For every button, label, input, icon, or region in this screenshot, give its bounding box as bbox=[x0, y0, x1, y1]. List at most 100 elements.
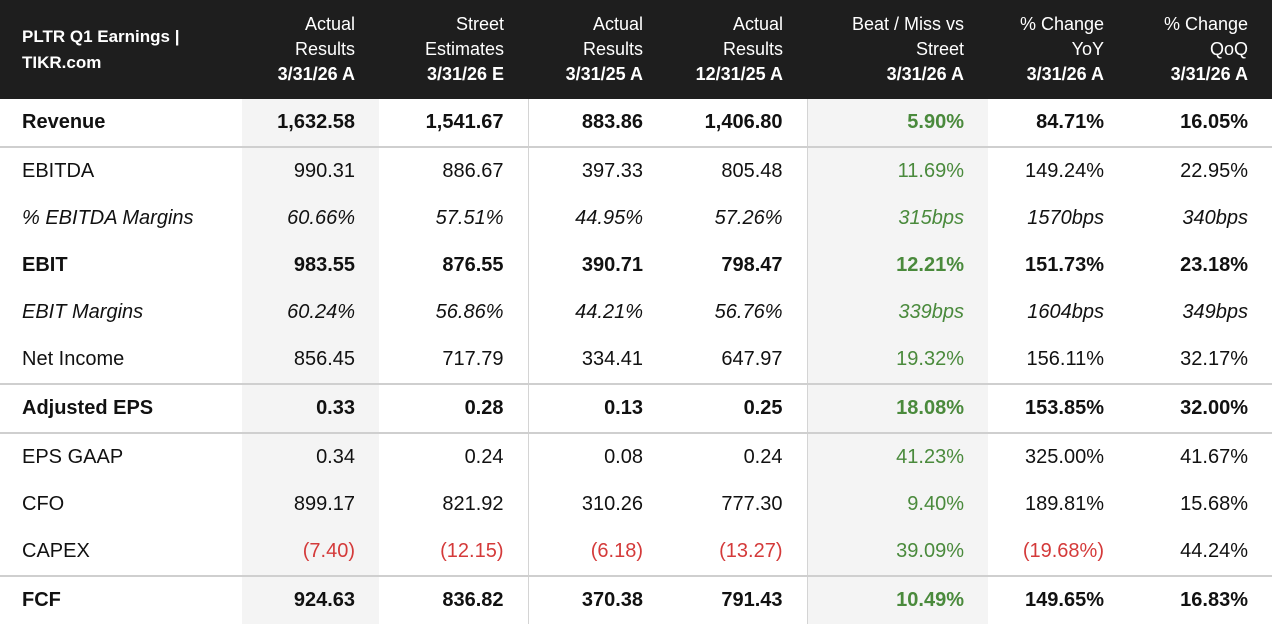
row-label: FCF bbox=[0, 575, 242, 624]
table-cell: 44.95% bbox=[575, 207, 643, 229]
table-title: PLTR Q1 Earnings | TIKR.com bbox=[0, 0, 242, 99]
col-header-line1: Street bbox=[455, 14, 504, 34]
col-header-line1: % Change bbox=[1019, 14, 1104, 34]
table-cell: (13.27) bbox=[667, 528, 808, 576]
table-cell: 1,632.58 bbox=[242, 99, 379, 147]
table-cell: (6.18) bbox=[590, 540, 643, 562]
table-cell: 397.33 bbox=[528, 146, 667, 195]
table-cell: 1,541.67 bbox=[379, 99, 529, 147]
col-header-beat-miss: Beat / Miss vs Street 3/31/26 A bbox=[807, 0, 988, 99]
table-row: EBIT 983.55 876.55 390.71 798.47 12.21% 151.73… bbox=[0, 242, 1272, 289]
table-cell: 0.25 bbox=[667, 383, 808, 433]
row-label: CAPEX bbox=[22, 540, 90, 562]
table-cell: 349bps bbox=[1182, 301, 1248, 323]
table-cell: 370.38 bbox=[528, 575, 667, 624]
table-cell: 12.21% bbox=[807, 242, 988, 289]
table-cell: 10.49% bbox=[807, 575, 988, 624]
col-header-date: 3/31/26 A bbox=[277, 64, 355, 84]
row-label: CFO bbox=[22, 493, 65, 515]
table-cell: 315bps bbox=[807, 195, 988, 242]
table-cell: 856.45 bbox=[242, 336, 379, 384]
table-cell: (7.40) bbox=[242, 528, 379, 576]
col-header-line1: Actual bbox=[732, 14, 783, 34]
row-label: EBIT Margins bbox=[22, 301, 144, 323]
table-cell: 32.00% bbox=[1128, 383, 1272, 433]
table-cell: 924.63 bbox=[242, 575, 379, 624]
table-cell: 84.71% bbox=[1036, 111, 1104, 133]
table-cell: 39.09% bbox=[807, 528, 988, 576]
table-cell: 23.18% bbox=[1180, 254, 1248, 276]
table-row: CAPEX (7.40) (12.15) (6.18) (13.27) 39.09% (19… bbox=[0, 528, 1272, 576]
col-header-line2: Street bbox=[915, 39, 964, 59]
table-cell: 44.24% bbox=[1180, 540, 1248, 562]
row-label: % EBITDA Margins bbox=[22, 207, 194, 229]
col-header-actual-q1-26: Actual Results 3/31/26 A bbox=[242, 0, 379, 99]
table-cell: 149.65% bbox=[988, 575, 1128, 624]
table-cell: 149.24% bbox=[988, 146, 1128, 195]
table-cell: (12.15) bbox=[379, 528, 529, 576]
table-cell: 5.90% bbox=[807, 99, 988, 147]
table-cell: 983.55 bbox=[242, 242, 379, 289]
table-cell: 11.69% bbox=[807, 146, 988, 195]
table-cell: 15.68% bbox=[1180, 493, 1248, 515]
table-cell: 60.24% bbox=[242, 289, 379, 336]
row-label: EBIT bbox=[22, 254, 68, 276]
table-cell: 0.08 bbox=[528, 432, 667, 481]
table-cell: 19.32% bbox=[807, 336, 988, 384]
col-header-date: 3/31/26 A bbox=[886, 64, 964, 84]
table-row: % EBITDA Margins 60.66% 57.51% 44.95% 57.26%… bbox=[0, 195, 1272, 242]
table-cell: 16.05% bbox=[1180, 111, 1248, 133]
table-cell: 791.43 bbox=[667, 575, 808, 624]
title-line2: TIKR.com bbox=[22, 52, 102, 72]
col-header-change-qoq: % Change QoQ 3/31/26 A bbox=[1128, 0, 1272, 99]
table-cell: 876.55 bbox=[379, 242, 529, 289]
table-row: EPS GAAP 0.34 0.24 0.08 0.24 41.23% 325.00% 41.… bbox=[0, 432, 1272, 481]
table-cell: 57.51% bbox=[379, 195, 529, 242]
table-cell: 325.00% bbox=[988, 432, 1128, 481]
table-cell: 883.86 bbox=[581, 111, 643, 133]
table-cell: 60.66% bbox=[242, 195, 379, 242]
col-header-actual-q1-25: Actual Results 3/31/25 A bbox=[528, 0, 667, 99]
table-cell: 0.33 bbox=[242, 383, 379, 433]
table-cell: 1,406.80 bbox=[667, 99, 808, 147]
col-header-date: 3/31/26 A bbox=[1026, 64, 1104, 84]
table-row: Adjusted EPS 0.33 0.28 0.13 0.25 18.08% 153.85… bbox=[0, 383, 1272, 433]
table-cell: 717.79 bbox=[379, 336, 529, 384]
table-cell: 805.48 bbox=[667, 146, 808, 195]
table-cell: 0.34 bbox=[242, 432, 379, 481]
table-cell: 340bps bbox=[1182, 207, 1248, 229]
table-cell: 56.86% bbox=[379, 289, 529, 336]
table-cell: 339bps bbox=[807, 289, 988, 336]
table-row: EBITDA 990.31 886.67 397.33 805.48 11.69% 149.… bbox=[0, 146, 1272, 195]
header-row: PLTR Q1 Earnings | TIKR.com Actual Resul… bbox=[0, 0, 1272, 99]
row-label: Revenue bbox=[22, 111, 106, 133]
table-cell: 821.92 bbox=[379, 481, 529, 528]
table-cell: 57.26% bbox=[667, 195, 808, 242]
col-header-line1: Beat / Miss vs bbox=[851, 14, 964, 34]
table-cell: 777.30 bbox=[667, 481, 808, 528]
table-cell: 189.81% bbox=[1025, 493, 1104, 515]
table-cell: 334.41 bbox=[581, 348, 643, 370]
table-cell: 156.11% bbox=[1026, 348, 1104, 370]
col-header-date: 3/31/25 A bbox=[565, 64, 643, 84]
col-header-line2: Estimates bbox=[424, 39, 504, 59]
table-cell: 647.97 bbox=[667, 336, 808, 384]
table-cell: 990.31 bbox=[242, 146, 379, 195]
col-header-line2: Results bbox=[582, 39, 643, 59]
table-row: FCF 924.63 836.82 370.38 791.43 10.49% 149.65%… bbox=[0, 575, 1272, 624]
table-cell: 886.67 bbox=[379, 146, 529, 195]
col-header-actual-q4-25: Actual Results 12/31/25 A bbox=[667, 0, 807, 99]
table-body: Revenue 1,632.58 1,541.67 883.86 1,406.80 5.9… bbox=[0, 99, 1272, 624]
table-row: EBIT Margins 60.24% 56.86% 44.21% 56.76% 339b… bbox=[0, 289, 1272, 336]
row-label: Adjusted EPS bbox=[0, 383, 242, 433]
col-header-line1: Actual bbox=[304, 14, 355, 34]
table-cell: 1604bps bbox=[1027, 301, 1104, 323]
table-cell: 32.17% bbox=[1180, 348, 1248, 370]
table-cell: 798.47 bbox=[667, 242, 808, 289]
col-header-line1: Actual bbox=[592, 14, 643, 34]
col-header-line2: Results bbox=[722, 39, 783, 59]
row-label: Net Income bbox=[22, 348, 125, 370]
table-cell: 151.73% bbox=[1025, 254, 1104, 276]
table-cell: 390.71 bbox=[581, 254, 643, 276]
